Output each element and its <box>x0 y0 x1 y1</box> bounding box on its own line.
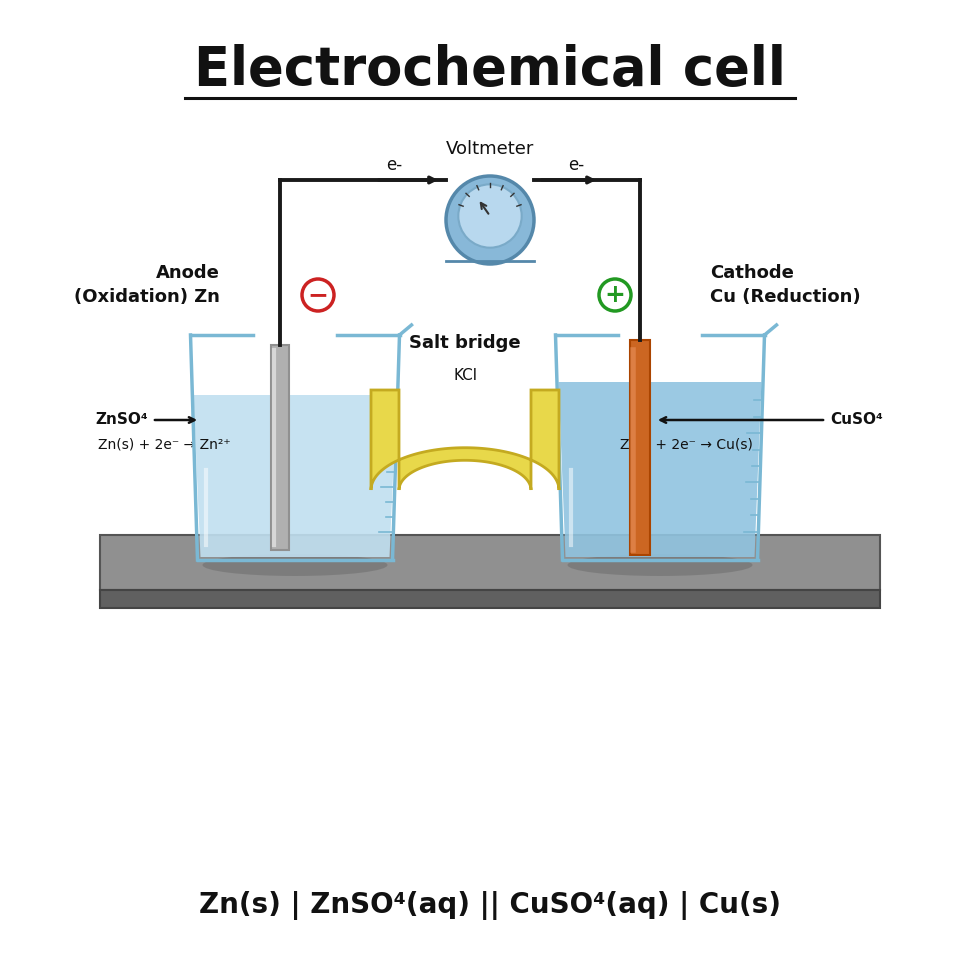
Circle shape <box>302 279 334 311</box>
Text: Zn(s) + 2e⁻ → Zn²⁺: Zn(s) + 2e⁻ → Zn²⁺ <box>98 438 230 452</box>
Polygon shape <box>100 590 880 608</box>
Text: Electrochemical cell: Electrochemical cell <box>194 44 786 96</box>
Circle shape <box>446 176 534 264</box>
Polygon shape <box>100 535 880 590</box>
Polygon shape <box>193 395 397 557</box>
Ellipse shape <box>203 554 387 576</box>
Text: Voltmeter: Voltmeter <box>446 140 534 158</box>
Text: CuSO⁴: CuSO⁴ <box>830 413 883 427</box>
Text: Anode
(Oxidation) Zn: Anode (Oxidation) Zn <box>74 265 220 306</box>
Text: Cathode
Cu (Reduction): Cathode Cu (Reduction) <box>710 265 860 306</box>
Circle shape <box>599 279 631 311</box>
Polygon shape <box>559 382 761 557</box>
Circle shape <box>459 184 521 248</box>
Text: KCl: KCl <box>453 368 477 383</box>
Text: Zn²⁺ + 2e⁻ → Cu(s): Zn²⁺ + 2e⁻ → Cu(s) <box>620 438 753 452</box>
Text: Zn(s) | ZnSO⁴(aq) || CuSO⁴(aq) | Cu(s): Zn(s) | ZnSO⁴(aq) || CuSO⁴(aq) | Cu(s) <box>199 891 781 919</box>
Text: e-: e- <box>568 156 584 174</box>
Text: e-: e- <box>386 156 402 174</box>
Polygon shape <box>371 390 559 490</box>
Polygon shape <box>271 345 289 550</box>
Text: Salt bridge: Salt bridge <box>410 334 520 352</box>
Text: +: + <box>605 283 625 307</box>
Polygon shape <box>630 340 650 555</box>
Text: ZnSO⁴: ZnSO⁴ <box>95 413 148 427</box>
Text: −: − <box>308 283 328 307</box>
Ellipse shape <box>567 554 753 576</box>
